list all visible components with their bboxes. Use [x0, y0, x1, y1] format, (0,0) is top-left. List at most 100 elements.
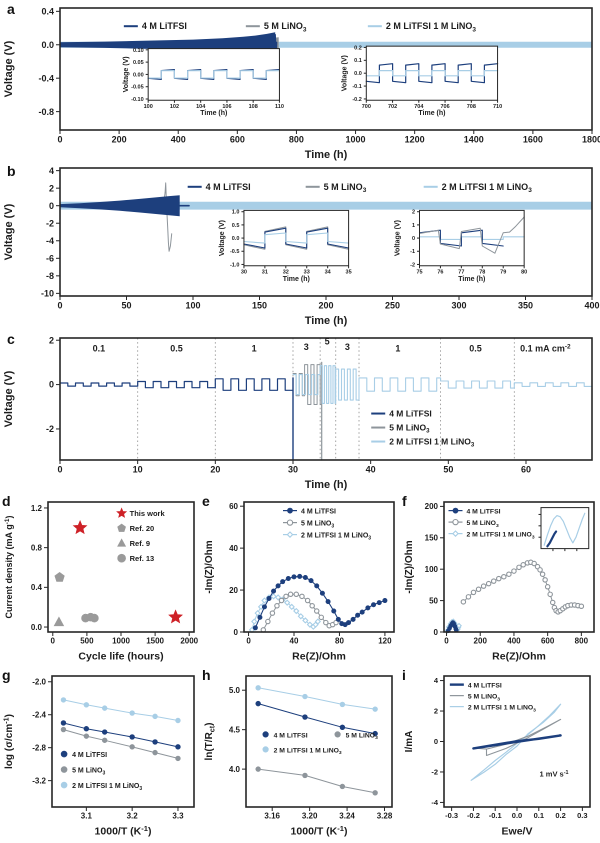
svg-text:5: 5: [325, 337, 330, 347]
svg-text:700: 700: [362, 104, 371, 110]
svg-text:Ref. 20: Ref. 20: [130, 524, 155, 533]
svg-text:1000/T (K-1): 1000/T (K-1): [95, 824, 152, 837]
svg-text:Cycle life (hours): Cycle life (hours): [78, 651, 163, 663]
svg-text:2 M LiTFSI 1 M LiNO3: 2 M LiTFSI 1 M LiNO3: [467, 532, 535, 541]
svg-text:3.3: 3.3: [172, 812, 184, 821]
svg-text:0: 0: [234, 628, 239, 637]
svg-text:-2.4: -2.4: [32, 711, 46, 720]
svg-text:0: 0: [434, 628, 439, 637]
svg-text:0: 0: [49, 380, 54, 390]
svg-text:400: 400: [507, 637, 521, 646]
svg-text:0: 0: [57, 465, 62, 475]
svg-text:-2: -2: [410, 262, 415, 268]
panel-h-chart: 3.16 3.20 3.24 3.28 4.0 4.5 5.0 1000/T (K-1) ln(…: [204, 675, 393, 838]
svg-text:100: 100: [144, 104, 153, 110]
svg-text:0.5: 0.5: [469, 343, 482, 353]
panel-i-letter: i: [402, 667, 406, 683]
svg-text:20: 20: [210, 465, 220, 475]
svg-text:4 M LiTFSI: 4 M LiTFSI: [274, 732, 308, 739]
svg-text:3.20: 3.20: [302, 812, 318, 821]
panel-e-chart: 0 40 80 120 0 20 40 60 Re(Z)/Ohm -Im(Z)/Ohm 4 M Li…: [204, 501, 395, 663]
svg-text:350: 350: [518, 301, 533, 311]
svg-text:4 M LiTFSI: 4 M LiTFSI: [206, 182, 251, 192]
svg-text:60: 60: [229, 502, 238, 511]
svg-text:0.0: 0.0: [31, 623, 43, 632]
panel-f-letter: f: [402, 493, 407, 509]
panel-g-chart: 3.1 3.2 3.3 -2.0 -2.4 -2.8 -3.2 1000/T (K-1) log…: [2, 675, 195, 838]
svg-text:34: 34: [325, 269, 332, 275]
svg-text:4.5: 4.5: [229, 725, 241, 734]
panel-c-letter: c: [7, 331, 15, 347]
svg-text:78: 78: [479, 269, 485, 275]
svg-text:5 M LiNO3: 5 M LiNO3: [301, 521, 334, 530]
panel-h: h 3.16 3.20 3.24 3.28 4.0 4.5 5.0 1000/T (K-1) l…: [200, 668, 400, 843]
svg-text:0.5: 0.5: [170, 343, 183, 353]
svg-text:2000: 2000: [180, 637, 198, 646]
svg-text:1: 1: [412, 223, 415, 229]
svg-text:2: 2: [434, 707, 438, 716]
svg-text:250: 250: [385, 301, 400, 311]
row-ghi: g 3.1 3.2 3.3 -2.0 -2.4 -2.8 -3.2 1000/T (K-1) l…: [0, 668, 600, 843]
svg-text:108: 108: [249, 104, 258, 110]
panel-e: e 0 40 80 120 0 20 40 60 Re(Z)/Ohm -Im(Z)/Ohm 4 M …: [200, 494, 400, 668]
svg-text:-3.2: -3.2: [32, 776, 46, 785]
svg-text:4 M LiTFSI: 4 M LiTFSI: [468, 683, 502, 690]
svg-text:32: 32: [283, 269, 289, 275]
svg-text:log (σ/cm-1): log (σ/cm-1): [2, 714, 15, 769]
svg-text:800: 800: [575, 637, 589, 646]
svg-text:1200: 1200: [405, 135, 425, 145]
svg-text:1600: 1600: [523, 135, 543, 145]
svg-text:200: 200: [318, 301, 333, 311]
svg-text:0.4: 0.4: [41, 6, 54, 16]
svg-text:120: 120: [378, 637, 392, 646]
svg-text:5 M LiNO3: 5 M LiNO3: [346, 732, 378, 741]
svg-text:0.3: 0.3: [577, 811, 587, 820]
svg-text:704: 704: [414, 104, 424, 110]
svg-text:100: 100: [185, 301, 200, 311]
svg-text:5 M LiNO3: 5 M LiNO3: [72, 768, 105, 777]
svg-text:3: 3: [345, 342, 350, 352]
svg-text:708: 708: [467, 104, 476, 110]
svg-text:77: 77: [458, 269, 464, 275]
svg-text:1000: 1000: [112, 637, 130, 646]
panel-i: i -0.3 -0.2 -0.1 0.0 0.1 0.2 0.3 4 2 0 -2 -4 Ewe/V I/…: [400, 668, 600, 843]
svg-text:4 M LiTFSI: 4 M LiTFSI: [467, 509, 501, 516]
panel-d-chart: 0 500 1000 1500 2000 0.0 0.4 0.8 1.2 Cycle life (…: [4, 501, 199, 663]
svg-text:400: 400: [584, 301, 599, 311]
svg-text:5 M LiNO3: 5 M LiNO3: [389, 423, 430, 435]
svg-text:0.4: 0.4: [31, 583, 43, 592]
svg-text:Time (h): Time (h): [305, 479, 348, 491]
svg-text:5 M LiNO3: 5 M LiNO3: [264, 21, 307, 33]
svg-text:-2: -2: [431, 768, 438, 777]
svg-text:35: 35: [346, 269, 352, 275]
panel-b-letter: b: [7, 163, 16, 179]
svg-text:ln(T/Rct): ln(T/Rct): [204, 722, 217, 760]
svg-text:2 M LiTFSI 1 M LiNO3: 2 M LiTFSI 1 M LiNO3: [72, 783, 142, 792]
svg-text:0: 0: [246, 637, 251, 646]
svg-text:Time (h): Time (h): [418, 110, 445, 117]
svg-text:0.0: 0.0: [512, 811, 522, 820]
svg-text:4 M LiTFSI: 4 M LiTFSI: [72, 752, 107, 759]
svg-text:31: 31: [262, 269, 268, 275]
svg-text:3: 3: [304, 342, 309, 352]
svg-text:-1.0: -1.0: [230, 262, 239, 268]
svg-text:1: 1: [252, 343, 257, 353]
svg-text:-0.3: -0.3: [445, 811, 458, 820]
svg-text:1.0: 1.0: [232, 210, 240, 216]
svg-text:Ewe/V: Ewe/V: [502, 826, 533, 838]
svg-text:-2.0: -2.0: [32, 678, 46, 687]
svg-text:0.1: 0.1: [93, 343, 106, 353]
svg-text:2: 2: [412, 210, 415, 216]
svg-text:100: 100: [425, 565, 439, 574]
svg-text:800: 800: [289, 135, 304, 145]
svg-text:1400: 1400: [464, 135, 484, 145]
svg-text:0.2: 0.2: [354, 45, 362, 51]
svg-text:600: 600: [541, 637, 555, 646]
svg-text:-0.2: -0.2: [467, 811, 480, 820]
panel-g-letter: g: [2, 667, 11, 683]
svg-text:Voltage (V): Voltage (V): [341, 55, 348, 91]
svg-text:-0.8: -0.8: [38, 107, 54, 117]
svg-text:0: 0: [57, 135, 62, 145]
